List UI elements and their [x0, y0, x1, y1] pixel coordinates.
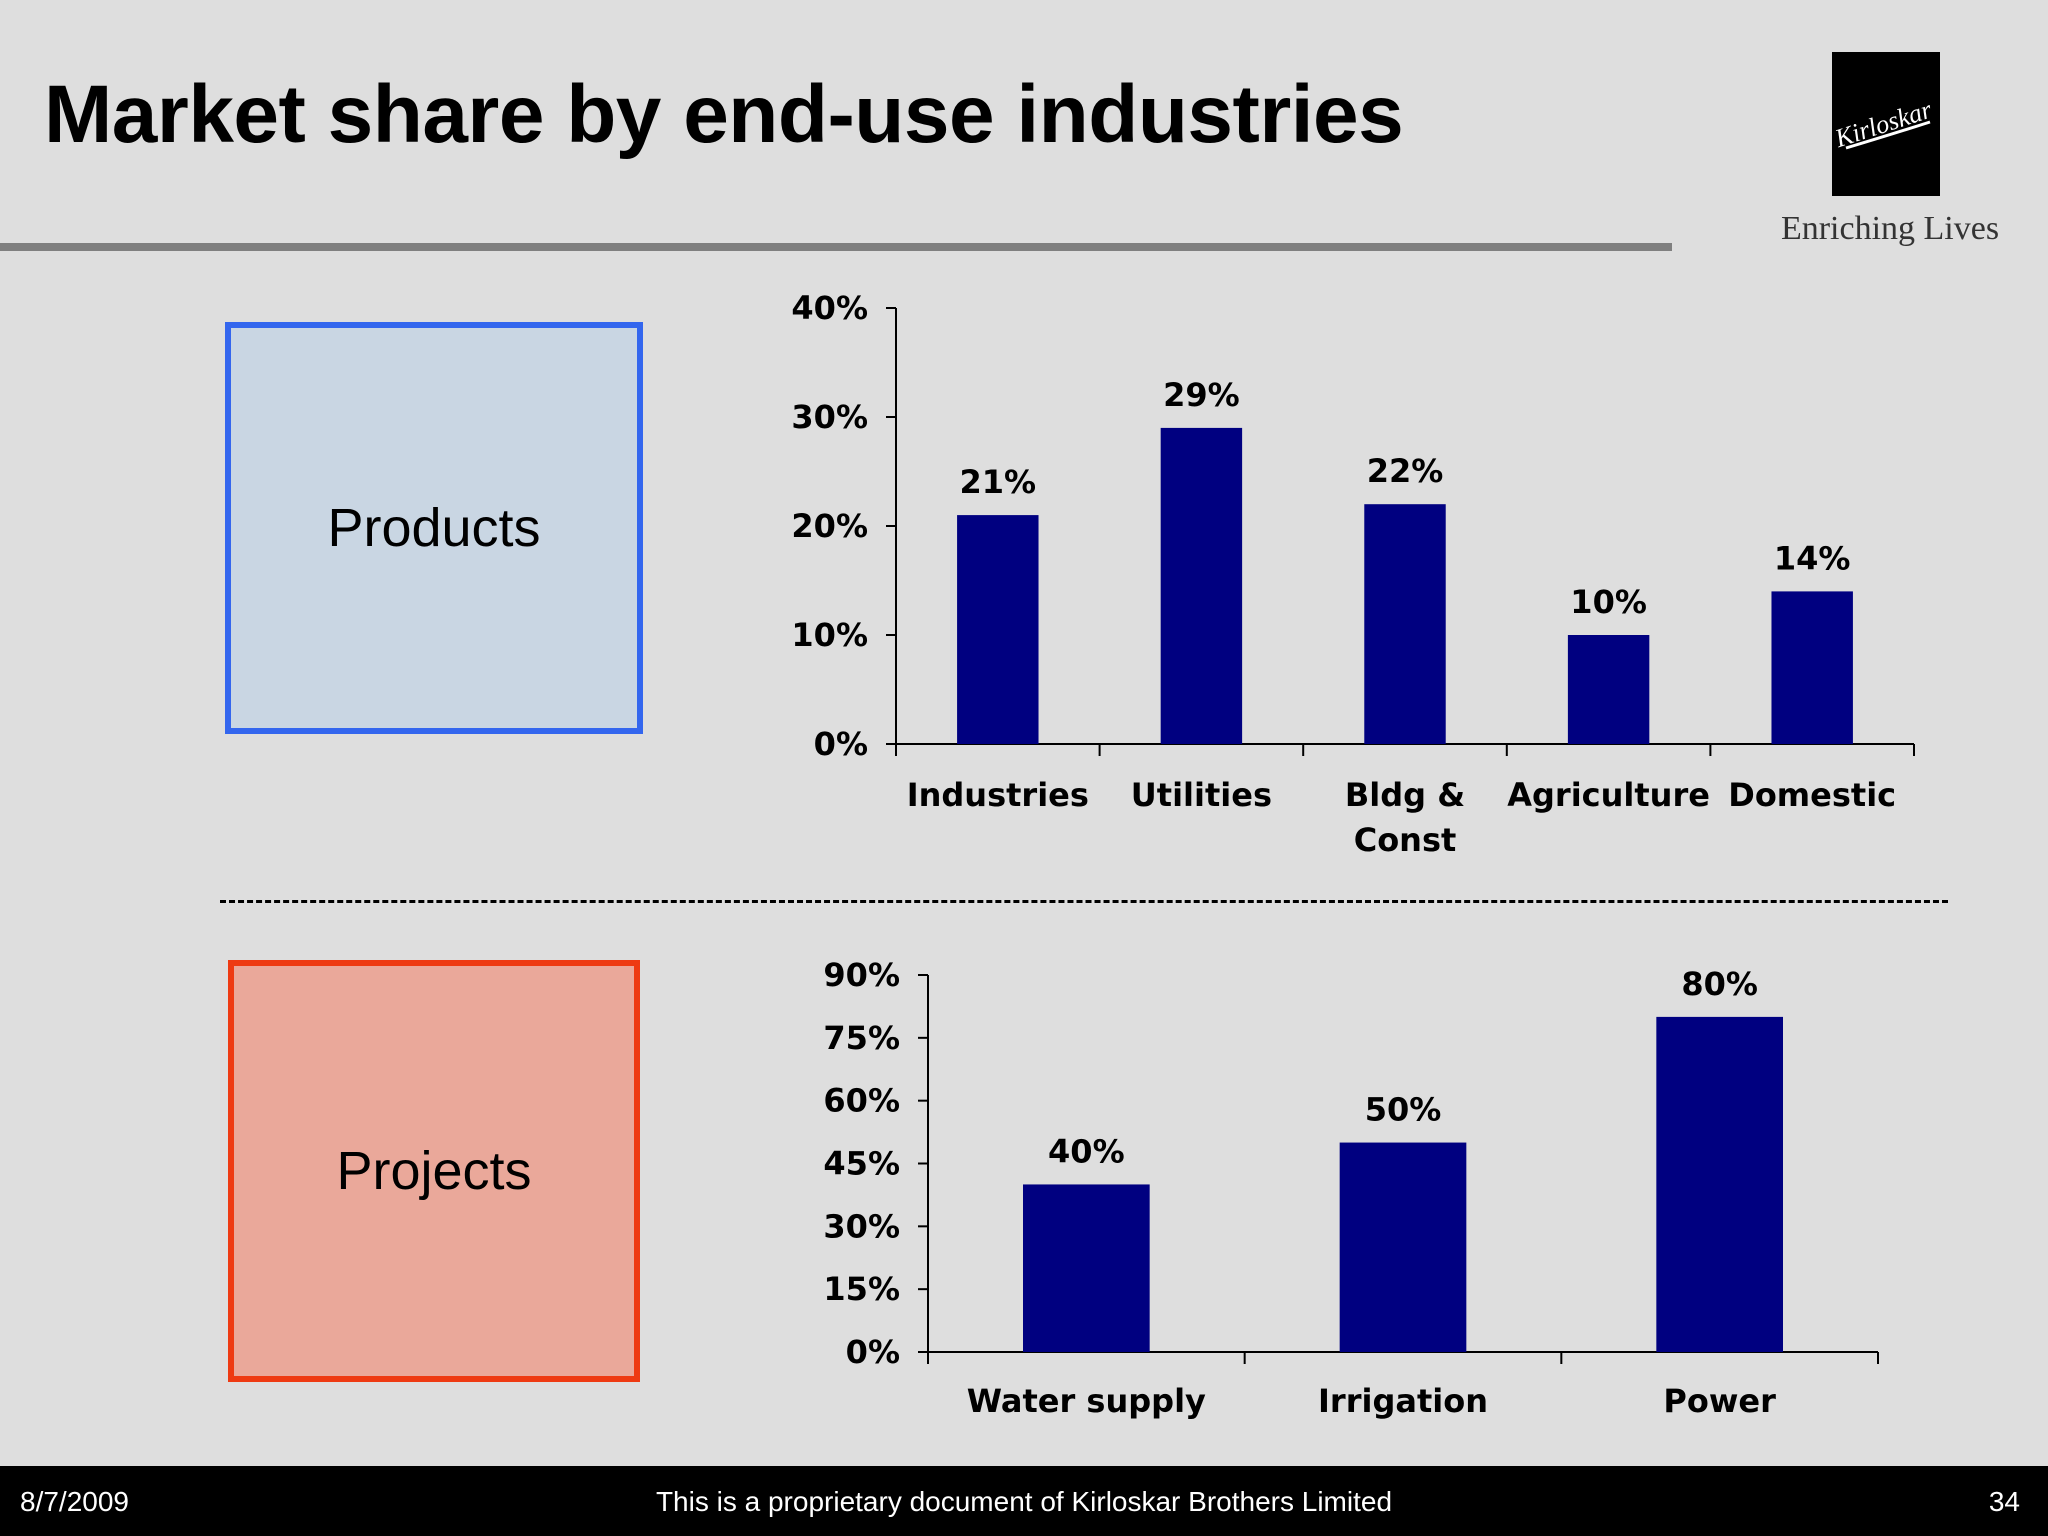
y-tick-label: 30%: [823, 1207, 900, 1245]
y-tick-label: 0%: [814, 725, 868, 763]
title-rule: [0, 243, 1672, 251]
x-tick-label: Bldg & Const: [1345, 776, 1465, 859]
y-tick-label: 30%: [791, 398, 868, 436]
x-tick-label: Utilities: [1131, 776, 1272, 814]
bar-industries: [957, 515, 1039, 744]
bar-water-supply: [1023, 1184, 1150, 1352]
y-tick-label: 20%: [791, 507, 868, 545]
projects-box: Projects: [228, 960, 640, 1382]
footer-bar: 8/7/2009 This is a proprietary document …: [0, 1466, 2048, 1536]
data-label: 10%: [1570, 583, 1647, 621]
y-tick-label: 40%: [791, 289, 868, 327]
y-tick-label: 15%: [823, 1270, 900, 1308]
data-label: 29%: [1163, 376, 1240, 414]
products-bar-chart: 0% 10% 20% 30% 40% 21% Industries 29% Utilities 2…: [791, 289, 1915, 859]
projects-bar-chart: 0% 15% 30% 45% 60% 75% 90% 40% Water supply 50% Ir…: [823, 956, 1879, 1420]
bar-domestic: [1771, 591, 1853, 744]
data-label: 22%: [1367, 452, 1444, 490]
data-label: 21%: [960, 463, 1037, 501]
bar-bldg-const: [1364, 504, 1446, 744]
projects-label: Projects: [336, 1141, 532, 1201]
bar-power: [1656, 1016, 1783, 1352]
x-tick-label: Industries: [907, 776, 1089, 814]
bar-irrigation: [1339, 1142, 1467, 1352]
data-label: 40%: [1048, 1132, 1125, 1170]
y-tick-label: 10%: [791, 616, 868, 654]
y-tick-label: 60%: [823, 1082, 900, 1120]
x-tick-label: Power: [1663, 1382, 1776, 1420]
x-tick-label: Agriculture: [1507, 776, 1710, 814]
data-label: 50%: [1365, 1091, 1442, 1129]
y-tick-label: 45%: [823, 1145, 900, 1183]
products-label: Products: [327, 498, 541, 558]
page-number: 34: [1988, 1486, 2020, 1517]
x-tick-label: Water supply: [967, 1382, 1206, 1420]
kirloskar-logo: Kirloskar: [1832, 52, 1940, 196]
footer-date: 8/7/2009: [20, 1486, 129, 1517]
section-divider: [220, 900, 1948, 903]
y-tick-label: 90%: [823, 956, 900, 994]
y-tick-label: 0%: [846, 1333, 900, 1371]
y-tick-label: 75%: [823, 1019, 900, 1057]
data-label: 14%: [1774, 539, 1851, 577]
bar-agriculture: [1567, 635, 1650, 744]
x-tick-label: Domestic: [1728, 776, 1896, 814]
x-tick-label: Irrigation: [1318, 1382, 1488, 1420]
footer-note: This is a proprietary document of Kirlos…: [655, 1486, 1393, 1517]
tagline: Enriching Lives: [1780, 210, 2000, 247]
page-title: Market share by end-use industries: [44, 69, 1404, 160]
data-label: 80%: [1681, 965, 1758, 1003]
products-box: Products: [225, 322, 643, 734]
bar-utilities: [1160, 427, 1243, 744]
